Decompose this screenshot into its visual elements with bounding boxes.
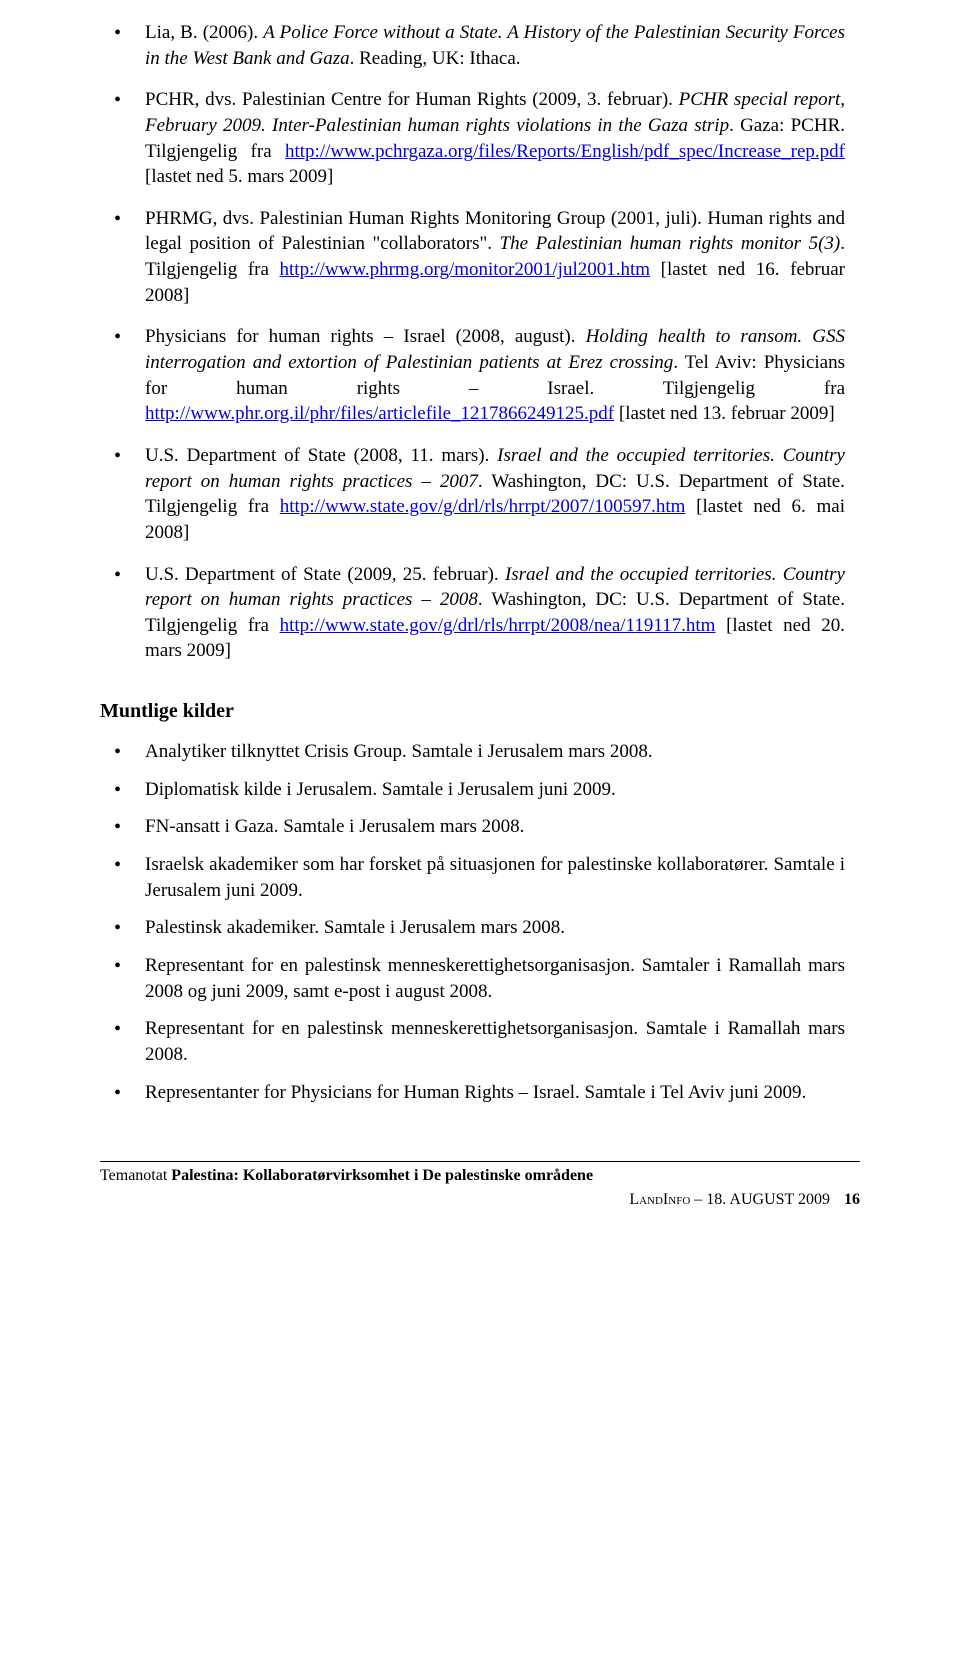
footer-meta-row: LandInfo – 18. AUGUST 2009 16 [100, 1189, 860, 1211]
reference-item: PHRMG, dvs. Palestinian Human Rights Mon… [100, 206, 860, 309]
footer-source: LandInfo – 18. AUGUST 2009 [629, 1189, 830, 1211]
ref-text: [lastet ned 5. mars 2009] [145, 166, 333, 187]
oral-source-item: Analytiker tilknyttet Crisis Group. Samt… [100, 739, 860, 765]
ref-text: [lastet ned 13. februar 2009] [614, 403, 835, 424]
oral-source-item: Representant for en palestinsk mennesker… [100, 1016, 860, 1067]
ref-text: U.S. Department of State (2009, 25. febr… [145, 564, 505, 585]
ref-link[interactable]: http://www.pchrgaza.org/files/Reports/En… [285, 141, 845, 162]
ref-text: U.S. Department of State (2008, 11. mars… [145, 445, 497, 466]
reference-item: Physicians for human rights – Israel (20… [100, 324, 860, 427]
reference-item: U.S. Department of State (2008, 11. mars… [100, 443, 860, 546]
footer-title-row: Temanotat Palestina: Kollaboratørvirksom… [100, 1162, 860, 1187]
ref-text: . Reading, UK: Ithaca. [350, 48, 521, 69]
footer-tema-prefix: Temanotat [100, 1167, 171, 1184]
reference-item: Lia, B. (2006). A Police Force without a… [100, 20, 860, 71]
ref-text: Lia, B. (2006). [145, 22, 263, 43]
oral-source-item: Representant for en palestinsk mennesker… [100, 953, 860, 1004]
ref-link[interactable]: http://www.phrmg.org/monitor2001/jul2001… [280, 259, 651, 280]
reference-item: PCHR, dvs. Palestinian Centre for Human … [100, 87, 860, 190]
oral-source-item: Palestinsk akademiker. Samtale i Jerusal… [100, 915, 860, 941]
ref-link[interactable]: http://www.state.gov/g/drl/rls/hrrpt/200… [280, 615, 716, 636]
ref-text: Physicians for human rights – Israel (20… [145, 326, 586, 347]
reference-item: U.S. Department of State (2009, 25. febr… [100, 562, 860, 665]
ref-text: PCHR, dvs. Palestinian Centre for Human … [145, 89, 679, 110]
ref-link[interactable]: http://www.state.gov/g/drl/rls/hrrpt/200… [280, 496, 686, 517]
oral-sources-heading: Muntlige kilder [100, 698, 860, 725]
footer-page-number: 16 [844, 1189, 860, 1211]
ref-link[interactable]: http://www.phr.org.il/phr/files/articlef… [145, 403, 614, 424]
oral-source-item: Israelsk akademiker som har forsket på s… [100, 852, 860, 903]
footer-tema-title: Palestina: Kollaboratørvirksomhet i De p… [171, 1167, 593, 1184]
references-list: Lia, B. (2006). A Police Force without a… [100, 20, 860, 664]
oral-source-item: Diplomatisk kilde i Jerusalem. Samtale i… [100, 777, 860, 803]
page-footer: Temanotat Palestina: Kollaboratørvirksom… [100, 1161, 860, 1210]
oral-sources-list: Analytiker tilknyttet Crisis Group. Samt… [100, 739, 860, 1105]
oral-source-item: Representanter for Physicians for Human … [100, 1080, 860, 1106]
ref-title: The Palestinian human rights monitor 5(3… [500, 233, 841, 254]
oral-source-item: FN-ansatt i Gaza. Samtale i Jerusalem ma… [100, 814, 860, 840]
